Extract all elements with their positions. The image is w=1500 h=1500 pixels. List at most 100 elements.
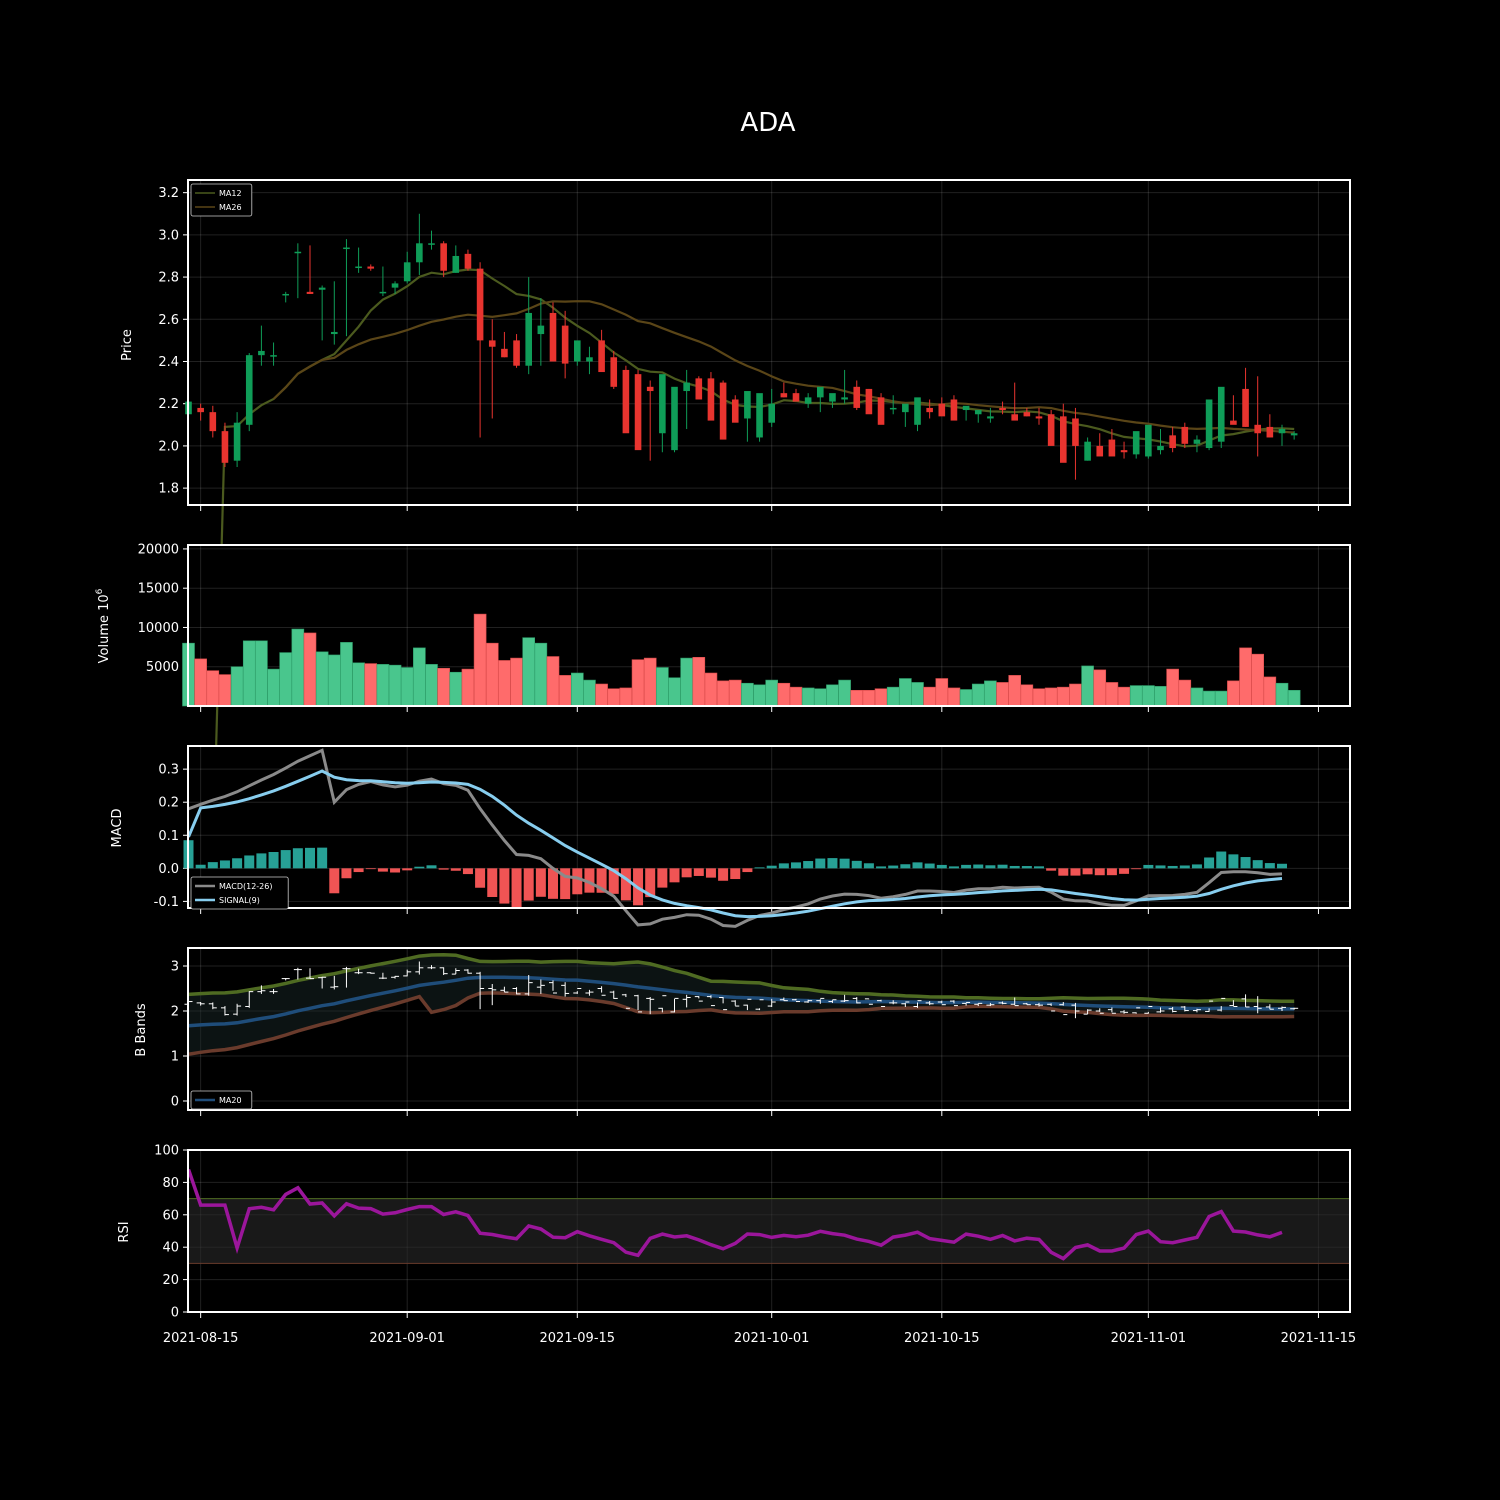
candle-body [634,374,642,451]
candle-body [1023,412,1031,417]
candle-body [355,266,362,269]
candle-body [659,374,666,434]
candle-body [1205,399,1213,449]
candle-body [513,340,520,366]
candle-body [1193,439,1201,444]
volume-bar [1239,647,1252,707]
candle-body [707,378,715,421]
volume-bar [704,672,718,707]
macd-histogram-bar [1252,860,1263,869]
macd-histogram-bar [1131,868,1142,870]
volume-bar [631,659,645,707]
macd-histogram-bar [584,868,595,893]
x-tick-label: 2021-09-01 [369,1331,445,1346]
volume-bar [619,687,633,707]
candle-body [841,397,848,400]
candle-body [391,283,399,288]
candle-body [1217,386,1225,442]
volume-bar [1166,668,1179,707]
volume-bar [643,657,657,707]
macd-histogram-bar [499,868,510,904]
candle-body [877,397,885,425]
y-tick-label: 80 [162,1176,179,1191]
y-tick-label: 60 [162,1208,179,1223]
y-tick-label: 10000 [138,621,179,636]
y-tick-label: 0.1 [158,829,179,844]
macd-histogram-bar [475,868,486,888]
volume-bar [1105,682,1119,707]
macd-histogram-bar [608,868,619,894]
candle-body [343,247,350,250]
volume-bar [498,660,511,707]
volume-bar [570,672,584,707]
candle-body [962,405,970,411]
candle-body [974,410,982,415]
candle-body [1242,388,1249,427]
legend-box [190,183,253,217]
volume-bar [923,686,936,707]
volume-bar [1057,686,1070,707]
volume-bar [595,683,608,707]
volume-bar [741,682,754,707]
macd-histogram-bar [341,868,352,879]
candle-body [1290,433,1298,436]
macd-histogram-bar [730,868,741,880]
candle-body [999,407,1006,411]
volume-bar [473,613,487,707]
bb-axis-label: B Bands [134,1003,149,1056]
x-tick-label: 2021-10-01 [734,1331,810,1346]
macd-histogram-bar [523,868,534,901]
candle-body [1084,441,1091,461]
volume-bar [862,689,876,707]
macd-histogram-bar [256,853,267,869]
volume-bar [971,683,985,707]
candle-body [1157,445,1164,451]
x-tick-label: 2021-08-15 [163,1331,239,1346]
macd-histogram-bar [948,866,959,869]
volume-bar [850,689,864,707]
candle-body [768,403,775,423]
macd-histogram-bar [195,864,206,869]
candle-body [525,312,532,366]
macd-histogram-bar [219,860,230,869]
candle-body [1072,418,1079,446]
macd-histogram-bar [329,868,340,894]
volume-bar [1032,688,1046,707]
volume-bar [522,637,536,707]
candle-body [950,399,958,421]
volume-bar [1142,685,1155,707]
volume-bar [765,679,779,707]
legend-label: MACD(12-26) [219,882,272,891]
macd-histogram-bar [815,858,826,869]
y-tick-label: 15000 [138,582,179,597]
rsi-panel: 0 20 40 60 80 100 [154,1144,1351,1321]
legend-box [190,876,289,910]
x-tick-label: 2021-09-15 [540,1331,616,1346]
candle-body [1120,450,1128,453]
macd-histogram-bar [705,868,716,878]
candle-body [817,386,824,398]
candle-body [792,393,800,402]
macd-histogram-bar [936,864,947,869]
volume-bar [425,664,438,707]
candle-body [938,403,946,417]
macd-histogram-bar [280,850,291,869]
volume-bar [935,678,949,707]
candle-body [695,378,703,400]
legend-label: MA26 [219,203,242,212]
macd-histogram-bar [1021,866,1032,869]
macd-histogram-bar [693,868,704,876]
macd-histogram-bar [1264,863,1275,869]
volume-bar [194,658,207,707]
macd-histogram-bar [1277,863,1287,869]
macd-axis-label: MACD [110,809,125,848]
volume-bar [1154,686,1167,707]
candle-body [780,393,788,398]
volume-bar [352,662,365,707]
macd-histogram-bar [900,864,911,869]
rsi-line [186,1168,1283,1261]
macd-histogram-bar [827,858,838,869]
volume-bar [267,668,280,707]
y-tick-label: 0.2 [158,796,179,811]
macd-histogram-bar [791,862,801,869]
